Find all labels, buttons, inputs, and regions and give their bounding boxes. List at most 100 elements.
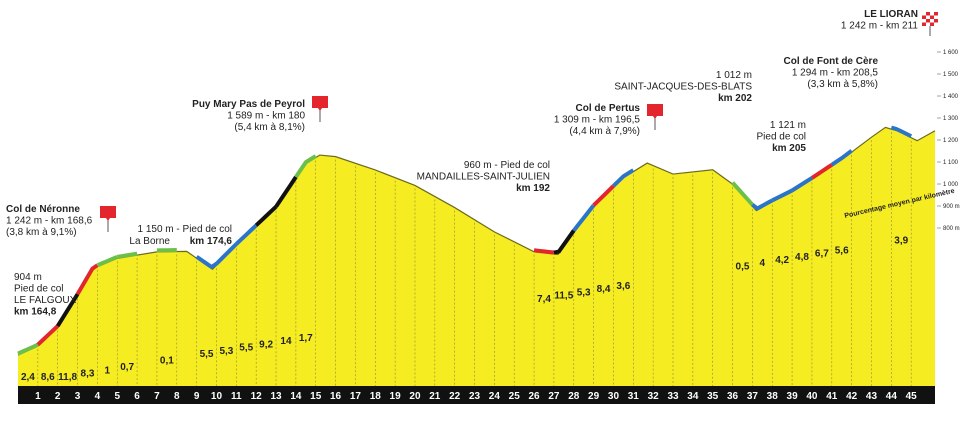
y-tick-label: 1 400 m <box>943 94 960 100</box>
annotation-line: km 192 <box>516 183 550 194</box>
annotation-line: km 202 <box>718 93 752 104</box>
km-label: 37 <box>747 391 759 402</box>
km-label: 22 <box>449 391 461 402</box>
annotation-line: Puy Mary Pas de Peyrol <box>192 99 305 110</box>
km-label: 1 <box>35 391 41 402</box>
km-label: 35 <box>707 391 719 402</box>
gradient-label: 5,3 <box>219 346 233 357</box>
y-tick-label: 1 000 m <box>943 182 960 188</box>
km-label: 12 <box>251 391 263 402</box>
gradient-label: 5,3 <box>577 287 591 298</box>
km-label: 24 <box>489 391 501 402</box>
annotation-line: 1 589 m - km 180 <box>227 111 305 122</box>
km-label: 20 <box>409 391 421 402</box>
gradient-label: 6,7 <box>815 249 829 260</box>
gradient-label: 11,8 <box>58 372 77 383</box>
gradient-label: 4,8 <box>795 252 809 263</box>
annotation-line: La Borne <box>129 236 170 247</box>
y-tick-label: 800 m <box>943 226 960 232</box>
annotation-line: (4,4 km à 7,9%) <box>569 126 640 137</box>
km-label: 33 <box>667 391 679 402</box>
gradient-label: 11,5 <box>554 291 573 302</box>
km-label: 29 <box>588 391 600 402</box>
annotation-line: 1 121 m <box>770 120 806 131</box>
gradient-label: 1,7 <box>299 333 313 344</box>
annotation-line: 1 294 m - km 208,5 <box>792 68 879 79</box>
gradient-label: 2,4 <box>21 372 35 383</box>
annotation-line: Col de Font de Cère <box>784 56 879 67</box>
gradient-label: 8,3 <box>81 369 95 380</box>
annotation-line: Pied de col <box>757 132 806 143</box>
km-label: 44 <box>886 391 898 402</box>
gradient-label: 0,5 <box>736 261 750 272</box>
km-label: 17 <box>350 391 362 402</box>
km-label: 4 <box>95 391 101 402</box>
annotation-line: MANDAILLES-SAINT-JULIEN <box>417 172 550 183</box>
gradient-label: 8,4 <box>597 284 611 295</box>
km-label: 26 <box>528 391 540 402</box>
km-label: 23 <box>469 391 481 402</box>
km-label: 42 <box>846 391 858 402</box>
km-label: 41 <box>826 391 838 402</box>
gradient-label: 5,5 <box>239 343 253 354</box>
annotation-line: 904 m <box>14 272 42 283</box>
y-tick-label: 1 500 m <box>943 72 960 78</box>
km-label: 31 <box>628 391 640 402</box>
annotation-line: Pied de col <box>14 284 63 295</box>
km-label: 2 <box>55 391 61 402</box>
annotation-line: LE FALGOUX <box>14 295 77 306</box>
annotation-line: 1 242 m - km 211 <box>841 21 919 32</box>
km-label: 38 <box>767 391 779 402</box>
km-label: 18 <box>370 391 382 402</box>
km-label: 30 <box>608 391 620 402</box>
annotation-line: Col de Pertus <box>576 103 641 114</box>
gradient-label: 0,7 <box>120 362 134 373</box>
km-label: 7 <box>154 391 160 402</box>
gradient-label: 1 <box>105 365 111 376</box>
km-label: 21 <box>429 391 441 402</box>
km-label: 45 <box>906 391 918 402</box>
gradient-label: 3,6 <box>616 281 630 292</box>
km-label: 8 <box>174 391 180 402</box>
annotation-line: Col de Néronne <box>6 204 80 215</box>
flag <box>647 104 663 119</box>
gradient-label: 5,6 <box>835 245 849 256</box>
y-tick-label: 1 300 m <box>943 116 960 122</box>
annotation-line: 1 242 m - km 168,6 <box>6 216 93 227</box>
annotation-line: SAINT-JACQUES-DES-BLATS <box>614 82 752 93</box>
km-label: 27 <box>548 391 560 402</box>
km-label: 36 <box>727 391 739 402</box>
gradient-label: 4,2 <box>775 255 789 266</box>
flag <box>100 206 116 221</box>
km-label: 25 <box>509 391 521 402</box>
km-label: 13 <box>270 391 282 402</box>
flag <box>312 96 328 111</box>
km-label: 5 <box>114 391 120 402</box>
km-label: 15 <box>310 391 322 402</box>
y-tick-label: 1 600 m <box>943 50 960 56</box>
annotation-line: (5,4 km à 8,1%) <box>234 122 305 133</box>
y-tick-label: 900 m <box>943 204 960 210</box>
annotation-line: LE LIORAN <box>864 9 918 20</box>
gradient-label: 3,9 <box>894 236 908 247</box>
annotation-line: (3,3 km à 5,8%) <box>807 79 878 90</box>
gradient-label: 9,2 <box>259 339 273 350</box>
gradient-segment <box>534 250 554 252</box>
km-label: 34 <box>687 391 699 402</box>
annotation-line: km 205 <box>772 143 806 154</box>
km-label: 19 <box>390 391 402 402</box>
km-label: 14 <box>290 391 302 402</box>
km-label: 11 <box>231 391 242 402</box>
gradient-label: 8,6 <box>41 372 55 383</box>
annotation-line: km 164,8 <box>14 307 57 318</box>
km-label: 9 <box>194 391 200 402</box>
annotation-line: 1 309 m - km 196,5 <box>554 115 641 126</box>
km-label: 28 <box>568 391 580 402</box>
km-label: 3 <box>75 391 81 402</box>
y-tick-label: 1 200 m <box>943 138 960 144</box>
annotation-line: km 174,6 <box>190 236 233 247</box>
gradient-label: 5,5 <box>200 349 214 360</box>
y-tick-label: 1 100 m <box>943 160 960 166</box>
